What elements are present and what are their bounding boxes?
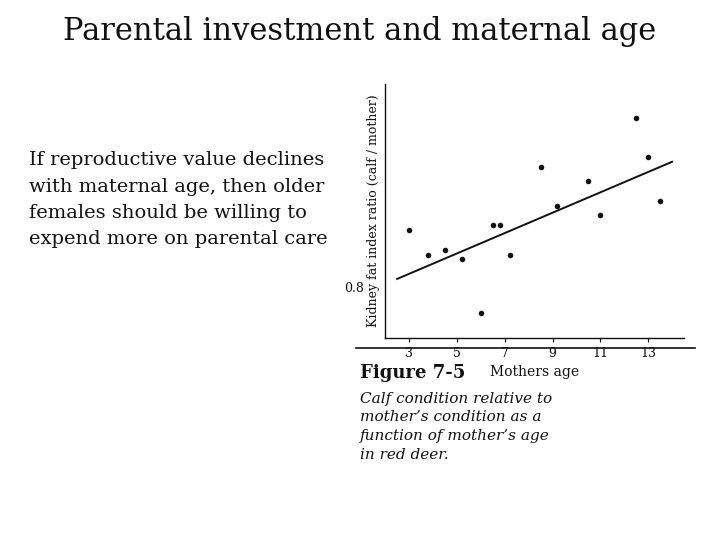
Y-axis label: Kidney fat index ratio (calf / mother): Kidney fat index ratio (calf / mother) [366,94,379,327]
Text: 0.8: 0.8 [344,282,364,295]
Text: Calf condition relative to
mother’s condition as a
function of mother’s age
in r: Calf condition relative to mother’s cond… [360,392,552,462]
Text: Figure 7-5: Figure 7-5 [360,364,465,382]
Point [552,201,563,210]
Point [423,250,434,259]
Point [631,113,642,122]
Point [403,226,415,234]
Point [456,255,467,264]
Point [642,153,654,161]
Text: Parental investment and maternal age: Parental investment and maternal age [63,16,657,47]
Point [475,309,487,318]
Point [535,163,546,171]
Point [654,197,666,205]
Point [504,250,516,259]
Point [494,221,505,230]
Point [487,221,498,230]
Point [595,211,606,220]
Point [582,177,594,186]
Point [439,245,451,254]
Text: If reproductive value declines
with maternal age, then older
females should be w: If reproductive value declines with mate… [29,151,328,248]
X-axis label: Mothers age: Mothers age [490,365,579,379]
